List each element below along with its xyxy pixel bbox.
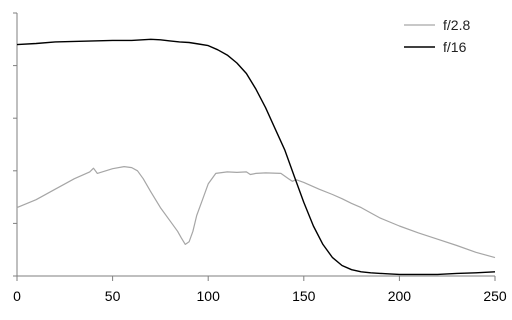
legend: f/2.8 f/16 (404, 17, 470, 55)
x-tick-label: 200 (388, 288, 412, 304)
x-tick-label: 250 (483, 288, 507, 304)
series-line-f-16 (16, 38, 496, 276)
x-tick-label: 50 (105, 288, 121, 304)
x-tick-label: 150 (292, 288, 316, 304)
legend-label: f/16 (443, 39, 467, 55)
series-line-f-2-8 (16, 166, 496, 259)
x-tick-label: 100 (197, 288, 221, 304)
series-layer (16, 38, 496, 276)
axes: 0 50 100 150 200 250 (13, 12, 507, 304)
x-tick-label: 0 (13, 288, 21, 304)
legend-label: f/2.8 (443, 17, 470, 33)
